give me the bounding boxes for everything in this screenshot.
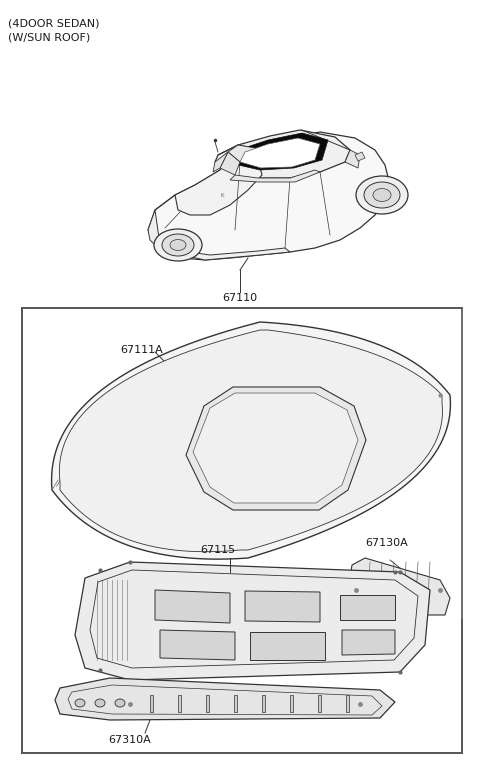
- Ellipse shape: [356, 176, 408, 214]
- Polygon shape: [55, 678, 395, 720]
- Text: 67110: 67110: [222, 293, 258, 303]
- Polygon shape: [245, 591, 320, 622]
- Polygon shape: [193, 393, 358, 503]
- Polygon shape: [155, 590, 230, 623]
- Polygon shape: [75, 562, 430, 680]
- Polygon shape: [206, 695, 209, 712]
- Polygon shape: [60, 330, 443, 551]
- Polygon shape: [148, 132, 390, 260]
- Polygon shape: [340, 595, 395, 620]
- Polygon shape: [228, 145, 262, 162]
- Ellipse shape: [162, 234, 194, 256]
- Text: (4DOOR SEDAN): (4DOOR SEDAN): [8, 18, 99, 28]
- Polygon shape: [355, 152, 365, 161]
- Polygon shape: [318, 695, 321, 712]
- Polygon shape: [150, 695, 153, 712]
- FancyBboxPatch shape: [22, 308, 462, 753]
- Polygon shape: [342, 630, 395, 655]
- Polygon shape: [228, 133, 328, 170]
- Text: 67115: 67115: [200, 545, 235, 555]
- Polygon shape: [345, 150, 360, 168]
- Polygon shape: [215, 130, 350, 178]
- Ellipse shape: [373, 189, 391, 202]
- Polygon shape: [262, 695, 265, 712]
- Ellipse shape: [364, 182, 400, 208]
- Text: 67111A: 67111A: [120, 345, 163, 355]
- Polygon shape: [160, 630, 235, 660]
- Polygon shape: [178, 695, 181, 712]
- Polygon shape: [175, 145, 262, 215]
- Polygon shape: [51, 322, 450, 559]
- Ellipse shape: [154, 229, 202, 261]
- Ellipse shape: [75, 699, 85, 707]
- Polygon shape: [348, 558, 450, 615]
- Polygon shape: [230, 170, 320, 182]
- Ellipse shape: [95, 699, 105, 707]
- Text: 67130A: 67130A: [365, 538, 408, 548]
- Ellipse shape: [170, 239, 186, 250]
- Polygon shape: [240, 138, 320, 168]
- Polygon shape: [250, 632, 325, 660]
- Polygon shape: [186, 387, 366, 510]
- Polygon shape: [168, 248, 290, 260]
- Polygon shape: [220, 152, 240, 175]
- Polygon shape: [234, 695, 237, 712]
- Text: K: K: [220, 192, 224, 197]
- Polygon shape: [290, 695, 293, 712]
- Polygon shape: [346, 695, 349, 712]
- Text: 67310A: 67310A: [108, 735, 151, 745]
- Ellipse shape: [115, 699, 125, 707]
- Text: (W/SUN ROOF): (W/SUN ROOF): [8, 32, 90, 42]
- Polygon shape: [148, 210, 160, 248]
- Polygon shape: [213, 152, 228, 172]
